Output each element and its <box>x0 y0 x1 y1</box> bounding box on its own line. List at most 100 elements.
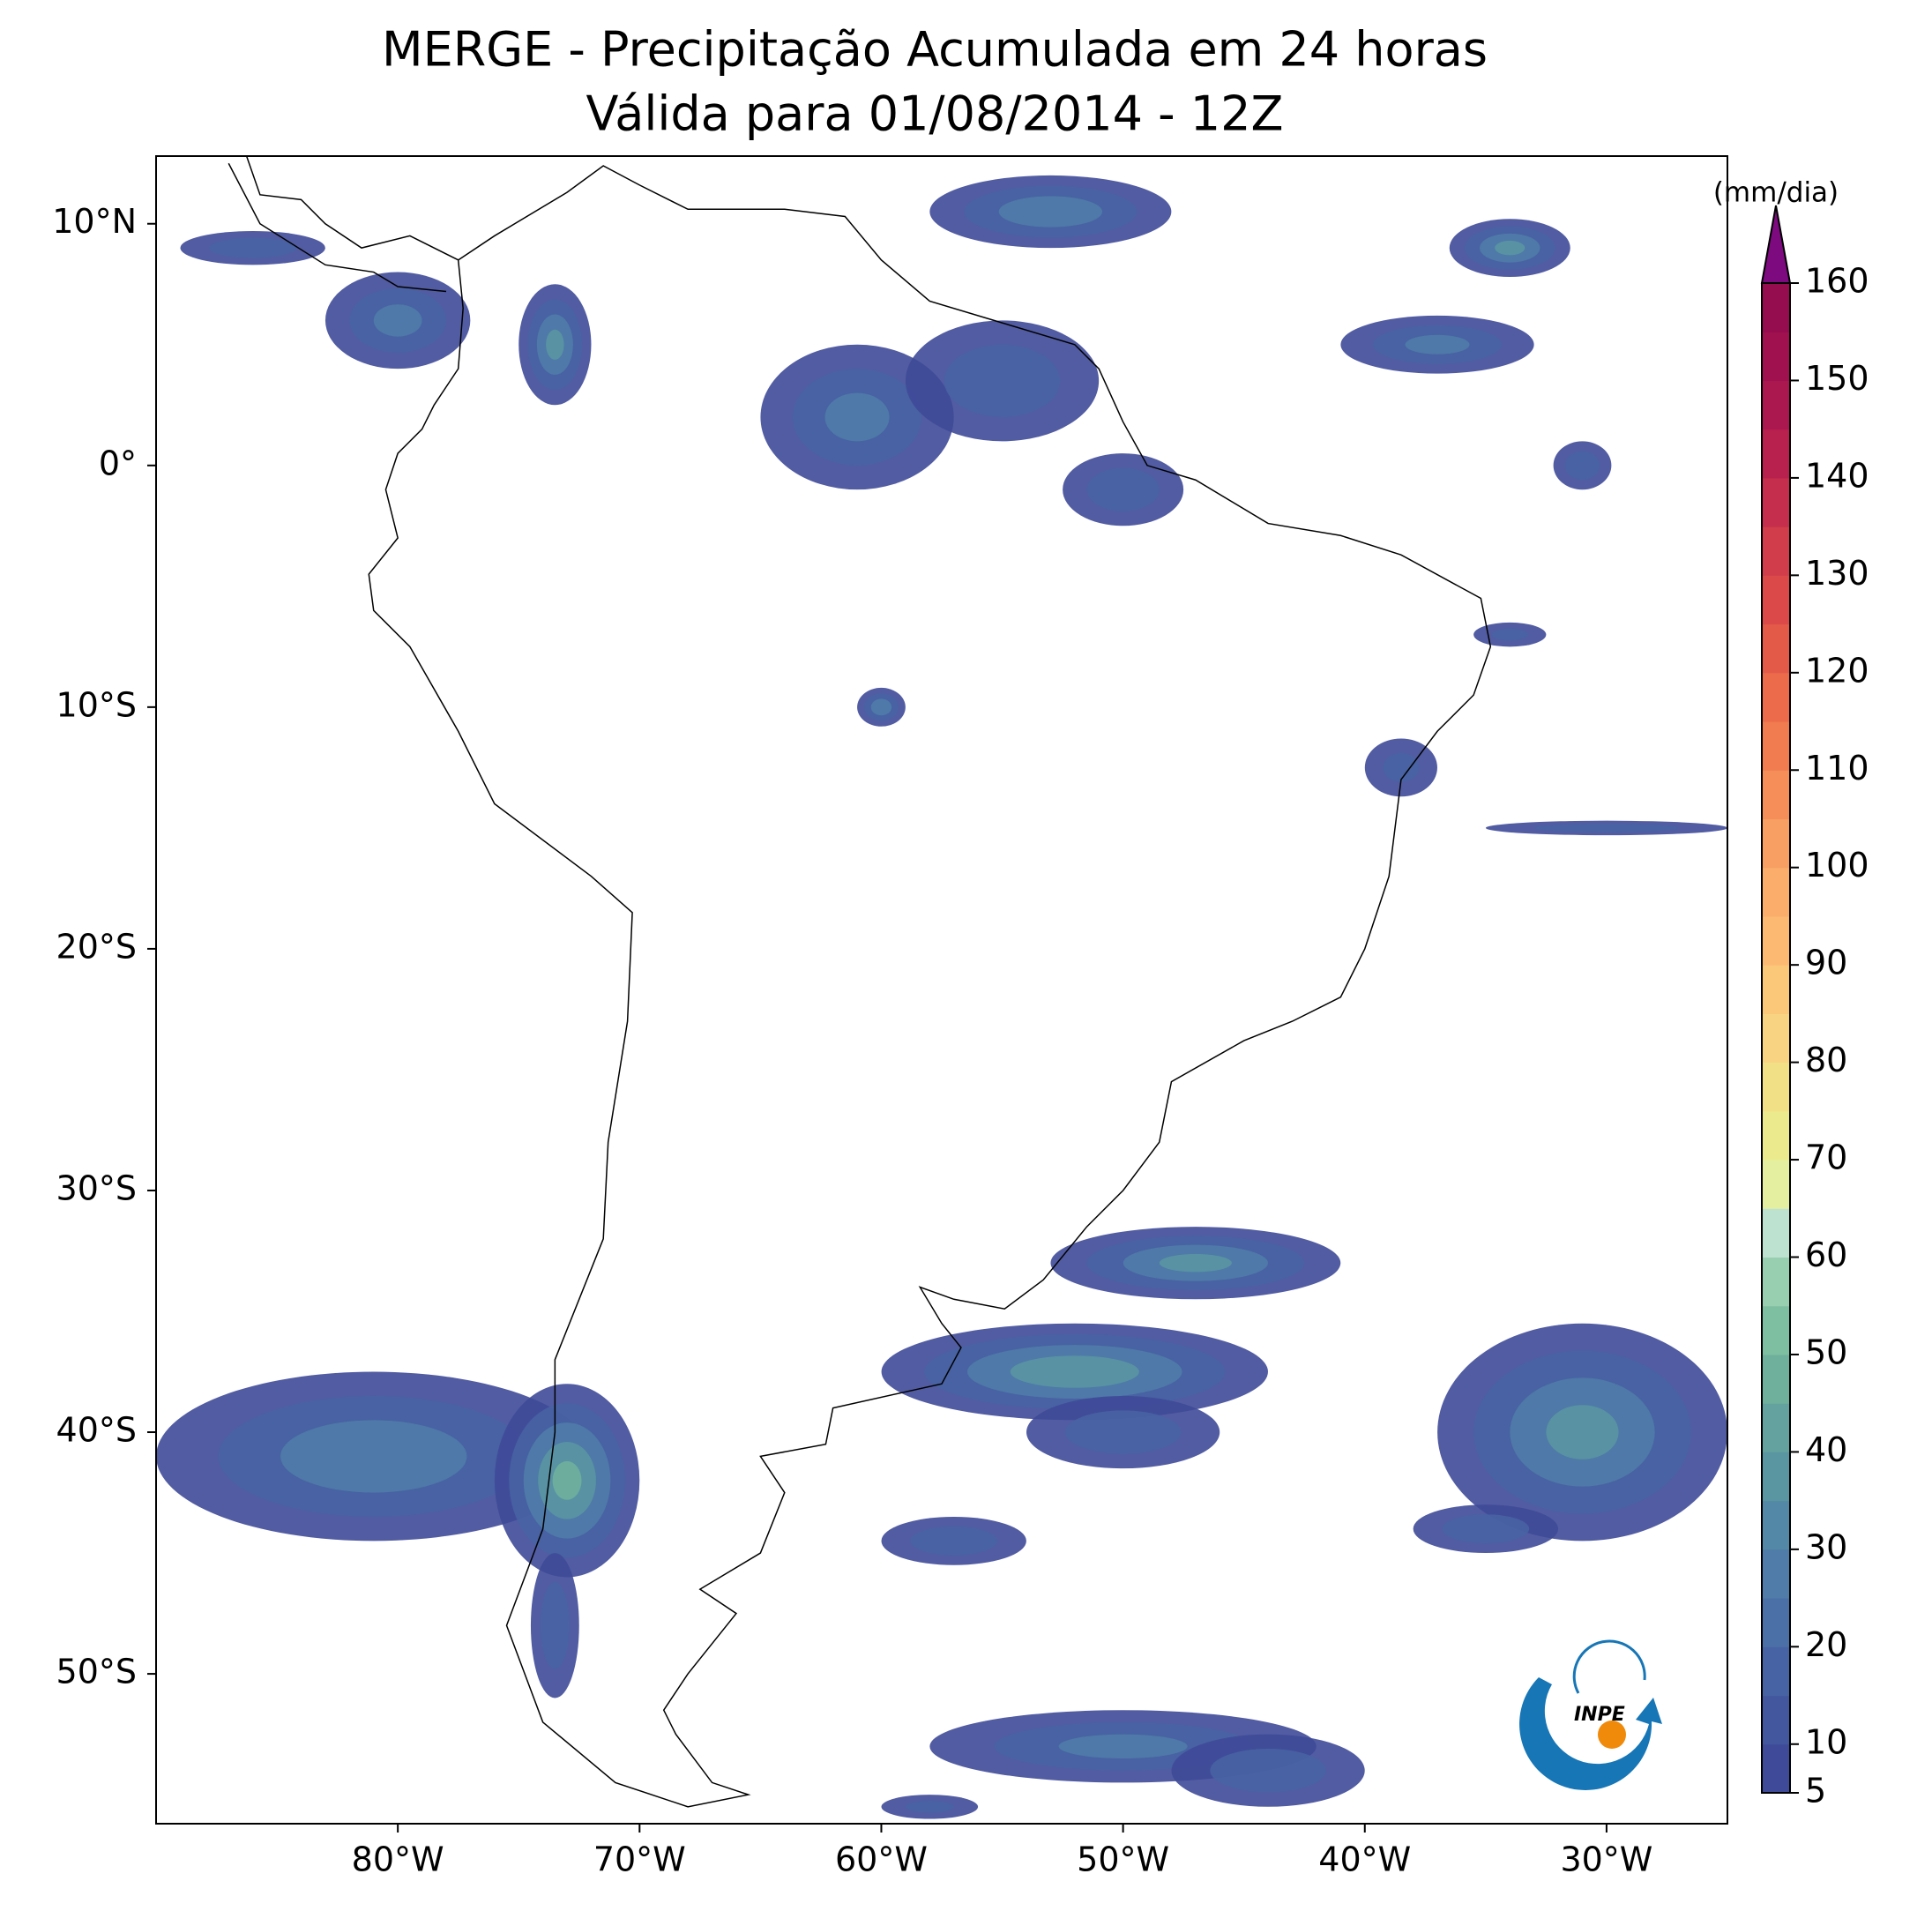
precip-area <box>998 196 1103 228</box>
precip-area <box>1491 628 1528 641</box>
colorbar-tick-label: 40 <box>1805 1430 1847 1469</box>
precip-area <box>373 304 422 337</box>
colorbar-tick-label: 20 <box>1805 1625 1847 1664</box>
colorbar-band <box>1762 770 1790 819</box>
precip-area <box>1010 1355 1139 1388</box>
colorbar-band <box>1762 672 1790 722</box>
colorbar-tick-label: 150 <box>1805 359 1869 398</box>
coastline <box>368 165 1492 1808</box>
colorbar-band <box>1762 1500 1790 1550</box>
logo-text: INPE <box>1574 1704 1625 1726</box>
colorbar-tick-label: 120 <box>1805 651 1869 690</box>
colorbar-band <box>1762 1013 1790 1064</box>
precip-area <box>546 329 564 360</box>
colorbar-band <box>1762 1549 1790 1599</box>
precip-area <box>1058 1734 1188 1759</box>
colorbar-tick-label: 110 <box>1805 749 1869 788</box>
colorbar-band <box>1762 1208 1790 1258</box>
colorbar-band <box>1762 915 1790 966</box>
colorbar-band <box>1762 575 1790 625</box>
y-tick-label: 30°S <box>56 1168 137 1207</box>
y-tick-label: 50°S <box>56 1653 137 1691</box>
precip-area <box>280 1420 467 1493</box>
colorbar-band <box>1762 1110 1790 1161</box>
precip-area <box>824 392 890 442</box>
map-area <box>156 156 1727 1819</box>
precip-area <box>540 1581 570 1669</box>
x-tick-label: 30°W <box>1560 1840 1652 1879</box>
colorbar-tick-label: 5 <box>1805 1772 1826 1810</box>
colorbar-tick-label: 50 <box>1805 1332 1847 1371</box>
colorbar-tick-label: 30 <box>1805 1527 1847 1566</box>
colorbar-band <box>1762 1743 1790 1794</box>
colorbar-tick-label: 90 <box>1805 944 1847 982</box>
colorbar-band <box>1762 1646 1790 1697</box>
colorbar-band <box>1762 526 1790 576</box>
colorbar-tick-label: 130 <box>1805 554 1869 593</box>
title: MERGE - Precipitação Acumulada em 24 hor… <box>382 22 1488 78</box>
colorbar-band <box>1762 1257 1790 1307</box>
colorbar-tick-label: 160 <box>1805 262 1869 301</box>
colorbar-band <box>1762 1452 1790 1502</box>
colorbar-band <box>1762 332 1790 381</box>
colorbar-band <box>1762 721 1790 771</box>
precip-area <box>1159 1253 1232 1273</box>
y-tick-label: 40°S <box>56 1411 137 1450</box>
colorbar-band <box>1762 1695 1790 1745</box>
precip-area <box>1383 752 1420 782</box>
colorbar-band <box>1762 477 1790 527</box>
colorbar-band <box>1762 1598 1790 1647</box>
colorbar-band <box>1762 380 1790 430</box>
colorbar-tick-label: 140 <box>1805 456 1869 495</box>
subtitle: Válida para 01/08/2014 - 12Z <box>586 86 1284 142</box>
precip-area <box>1210 1749 1326 1793</box>
precip-area <box>1546 1405 1619 1459</box>
precip-area <box>552 1460 582 1500</box>
colorbar-band <box>1762 1305 1790 1355</box>
colorbar-band <box>1762 1403 1790 1452</box>
precip-area <box>1442 1514 1530 1544</box>
precip-area <box>944 344 1061 417</box>
precip-area <box>1064 1410 1182 1454</box>
x-tick-label: 80°W <box>352 1840 444 1879</box>
y-tick-label: 10°S <box>56 685 137 724</box>
precip-area <box>1495 240 1525 256</box>
precip-area <box>1564 451 1600 481</box>
colorbar-band <box>1762 818 1790 869</box>
y-tick-label: 20°S <box>56 927 137 966</box>
precip-area <box>209 237 296 258</box>
x-tick-label: 40°W <box>1318 1840 1411 1879</box>
colorbar-band <box>1762 429 1790 479</box>
precip-area <box>1533 823 1680 832</box>
colorbar-band <box>1762 1062 1790 1112</box>
colorbar-tick-label: 80 <box>1805 1041 1847 1079</box>
colorbar-frame <box>1761 282 1791 1794</box>
x-tick-label: 60°W <box>835 1840 928 1879</box>
precip-area <box>1405 334 1470 355</box>
coastline <box>228 162 447 293</box>
colorbar-band <box>1762 283 1790 332</box>
colorbar-tick-label: 100 <box>1805 846 1869 885</box>
colorbar-band <box>1762 623 1790 674</box>
x-tick-label: 50°W <box>1077 1840 1169 1879</box>
precip-area <box>910 1526 998 1556</box>
precip-area <box>870 698 892 716</box>
colorbar-band <box>1762 867 1790 917</box>
y-tick-label: 0° <box>99 444 137 482</box>
colorbar-band <box>1762 965 1790 1014</box>
logo: INPE <box>1519 1639 1662 1791</box>
precip-area <box>1086 467 1160 511</box>
x-tick-label: 70°W <box>593 1840 686 1879</box>
colorbar-band <box>1762 1160 1790 1209</box>
colorbar-tick-label: 70 <box>1805 1138 1847 1177</box>
y-tick-label: 10°N <box>52 202 137 241</box>
precip-area <box>905 1800 954 1813</box>
map-frame <box>155 155 1728 1825</box>
colorbar-label: (mm/dia) <box>1713 177 1839 209</box>
colorbar-tick-label: 60 <box>1805 1235 1847 1274</box>
colorbar-band <box>1762 1354 1790 1404</box>
colorbar-extend <box>1760 205 1792 284</box>
coastline <box>245 156 459 261</box>
colorbar-tick-label: 10 <box>1805 1722 1847 1761</box>
